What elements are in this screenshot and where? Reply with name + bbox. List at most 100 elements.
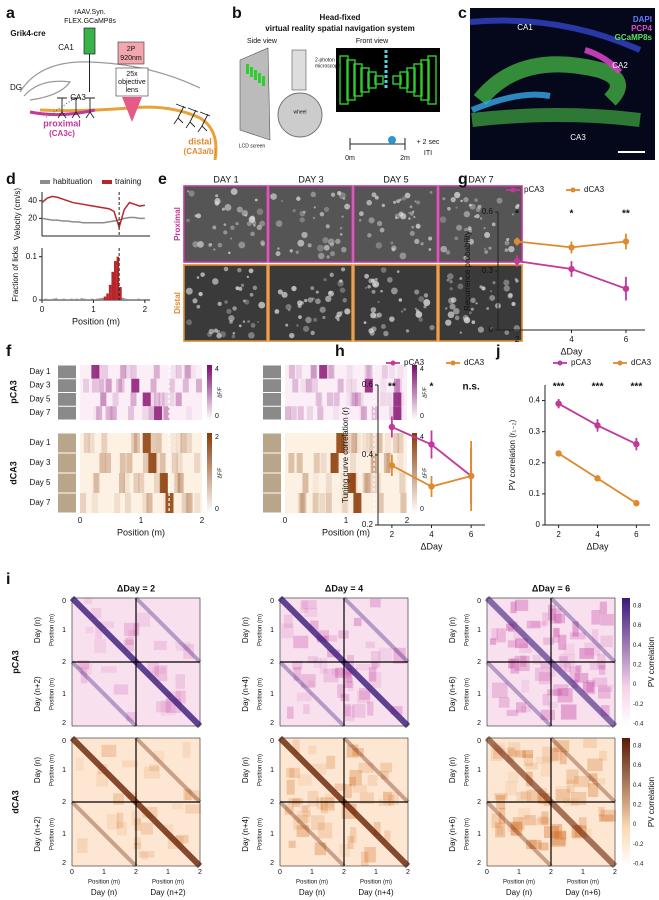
heatmap-peak [142, 392, 151, 407]
cell [420, 242, 424, 246]
cell [341, 246, 347, 253]
cell [488, 246, 492, 250]
heatmap-cell [366, 433, 373, 453]
label: Position (m) [465, 754, 471, 786]
cell [468, 311, 472, 315]
lick-bar [96, 298, 99, 300]
cell [230, 225, 235, 230]
cell [367, 285, 371, 289]
panel-letter: e [158, 171, 167, 188]
x-tick-label: 2 [556, 530, 561, 539]
heatmap-cell [185, 493, 192, 513]
heatmap-cell [297, 493, 304, 513]
pv-blob [575, 665, 582, 673]
cell [246, 221, 252, 227]
cell [329, 272, 334, 278]
cell [327, 238, 335, 246]
cell [393, 200, 397, 204]
cell [396, 270, 400, 273]
lick-bar [98, 298, 102, 300]
label: 2 [270, 720, 274, 727]
vr-wall [339, 55, 349, 105]
pv-blob [128, 629, 137, 638]
neuron [185, 107, 199, 129]
screen-pattern [246, 64, 249, 74]
vr-wall [406, 67, 416, 93]
pv-blob [569, 666, 580, 683]
cell [216, 330, 221, 334]
pv-blob [523, 754, 534, 767]
significance: *** [553, 382, 565, 393]
pv-blob [316, 630, 330, 641]
label: CA2 [612, 61, 628, 70]
cell [329, 242, 334, 247]
label: Proximal [173, 207, 182, 241]
cell [339, 279, 343, 283]
cell [414, 238, 420, 244]
pv-blob [311, 815, 325, 831]
label: 0.4 [633, 643, 642, 649]
heatmap-cell [325, 493, 332, 513]
label: ΔF/F [217, 387, 223, 398]
heatmap-cell [155, 433, 162, 453]
cell [194, 214, 198, 218]
heatmap-cell [119, 365, 126, 379]
colorbar [622, 738, 630, 866]
fov-image [268, 264, 353, 342]
heatmap-cell [175, 365, 182, 379]
heatmap-cell [295, 365, 302, 379]
heatmap-cell [110, 406, 117, 420]
pv-blob [77, 660, 90, 670]
cell [364, 273, 370, 279]
lick-bar [134, 299, 138, 300]
screen-pattern [262, 76, 265, 86]
pv-blob [518, 808, 531, 820]
cell [449, 287, 453, 291]
cell [238, 286, 243, 291]
cell [249, 292, 254, 297]
cell [298, 315, 302, 319]
pv-blob [357, 690, 371, 704]
cell [370, 307, 377, 313]
heatmap-cell [350, 453, 357, 473]
label: 2 [342, 869, 346, 876]
cell [418, 317, 423, 322]
pv-blob [508, 658, 515, 669]
label: Front view [356, 38, 389, 45]
heatmap-cell [328, 365, 335, 379]
legend-swatch [510, 187, 516, 193]
heatmap-cell [106, 378, 113, 393]
x-tick-label: 2 [390, 530, 395, 539]
label: 0m [345, 155, 355, 162]
pv-blob [134, 818, 142, 831]
wheel-shape [277, 92, 323, 138]
cell [228, 315, 235, 322]
cell [400, 310, 404, 313]
pv-blob [516, 702, 527, 713]
cell [364, 286, 368, 289]
lick-bar [111, 271, 114, 300]
heatmap-cell [366, 365, 373, 379]
vr-wall [392, 75, 402, 85]
pv-blob [95, 623, 103, 639]
cell [374, 277, 378, 281]
cell [440, 245, 448, 253]
pv-blob [548, 666, 556, 677]
pv-blob [381, 771, 389, 780]
cell [299, 217, 305, 223]
heatmap-row [285, 392, 407, 407]
pv-blob [123, 639, 134, 652]
pv-blob [491, 813, 502, 828]
label: ΔF/F [422, 468, 428, 479]
heatmap-cell [290, 406, 297, 420]
heatmap-cell [313, 453, 320, 473]
cell [289, 249, 293, 253]
label: Day (n+6) [565, 888, 601, 897]
label: 920nm [120, 55, 142, 62]
label: 4 [420, 366, 424, 373]
label: Day 7 [30, 498, 51, 507]
pv-blob [498, 807, 506, 824]
pv-blob [541, 811, 549, 825]
heatmap-cell [300, 493, 307, 513]
cell [259, 220, 266, 227]
